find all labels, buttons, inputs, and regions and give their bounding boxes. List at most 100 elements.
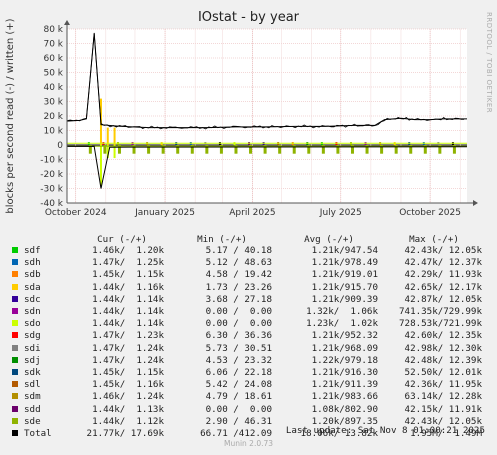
legend-max: 728.53k/721.99k	[399, 318, 482, 330]
legend-min: 0.00 / 0.00	[205, 306, 272, 318]
device-read-bar	[219, 145, 223, 154]
legend-min: 3.68 / 27.18	[205, 293, 272, 305]
munin-version: Munin 2.0.73	[223, 439, 274, 448]
legend-swatch	[12, 259, 18, 266]
y-tick-label: 80 k	[43, 25, 63, 35]
legend-cur: 1.46k/ 1.24k	[92, 391, 164, 403]
device-read-bar	[161, 145, 165, 154]
device-read-bar	[190, 145, 194, 154]
legend-label: sdh	[24, 257, 41, 269]
legend-cur: 1.47k/ 1.23k	[92, 330, 164, 342]
legend-row: sdi 1.47k/ 1.24k 5.73 / 30.51 1.21k/968.09 4…	[12, 343, 486, 355]
device-read-bar	[409, 145, 413, 154]
legend-label: sdm	[24, 391, 41, 403]
legend-avg: 1.08k/802.90	[311, 403, 378, 415]
x-tick-label: July 2025	[319, 208, 362, 218]
legend: Cur (-/+) Min (-/+) Avg (-/+) Max (-/+) …	[12, 233, 486, 440]
legend-row: sdh 1.47k/ 1.25k 5.12 / 48.63 1.21k/978.49 4…	[12, 257, 486, 269]
y-axis-arrow	[64, 20, 70, 25]
legend-max: 42.47k/ 12.37k	[404, 257, 482, 269]
x-tick-label: October 2024	[45, 208, 107, 218]
legend-max: 42.43k/ 12.05k	[404, 245, 482, 256]
legend-swatch	[12, 356, 18, 363]
device-read-bar	[88, 145, 92, 154]
legend-cur: 1.46k/ 1.20k	[92, 245, 164, 256]
legend-avg: 1.21k/952.32	[311, 330, 378, 342]
legend-cur: 1.44k/ 1.14k	[92, 306, 164, 318]
legend-label: sdg	[24, 330, 41, 342]
legend-cur: 1.44k/ 1.14k	[92, 293, 164, 305]
legend-avg: 1.21k/947.54	[311, 245, 378, 256]
legend-swatch	[12, 283, 18, 290]
legend-header: Cur (-/+) Min (-/+) Avg (-/+) Max (-/+)	[12, 233, 486, 245]
legend-avg: 1.21k/911.39	[311, 379, 378, 391]
x-axis-arrow	[473, 200, 478, 206]
legend-row: sdf 1.46k/ 1.20k 5.17 / 40.18 1.21k/947.54 4…	[12, 245, 486, 257]
legend-label: sdc	[24, 293, 41, 305]
device-read-bar	[423, 145, 427, 154]
legend-name: sdc	[12, 294, 76, 306]
legend-max: 1.95M/ 1.49M	[410, 428, 482, 440]
rrdtool-credit: RRDTOOL / TOBI OETIKER	[485, 12, 493, 114]
legend-name: sdg	[12, 330, 76, 342]
legend-cur: 1.45k/ 1.15k	[92, 269, 164, 281]
legend-swatch	[12, 247, 18, 253]
legend-max: 42.60k/ 12.35k	[404, 330, 482, 342]
legend-row: sdd 1.44k/ 1.13k 0.00 / 0.00 1.08k/802.90 42…	[12, 404, 486, 416]
legend-name: sdo	[12, 318, 76, 330]
legend-row: sdb 1.45k/ 1.15k 4.58 / 19.42 1.21k/919.01 4…	[12, 269, 486, 281]
header-cur: Cur (-/+)	[97, 233, 147, 245]
legend-label: sdo	[24, 318, 41, 330]
legend-row: sdg 1.47k/ 1.23k 6.30 / 36.36 1.21k/952.32 4…	[12, 330, 486, 342]
legend-name: Total	[12, 428, 76, 440]
legend-cur: 1.44k/ 1.12k	[92, 415, 164, 427]
legend-cur: 1.44k/ 1.14k	[92, 318, 164, 330]
legend-min: 5.42 / 24.08	[205, 379, 272, 391]
legend-label: sdd	[24, 403, 41, 415]
legend-label: sdf	[24, 245, 41, 256]
legend-max: 42.15k/ 11.91k	[404, 403, 482, 415]
legend-min: 4.58 / 19.42	[205, 269, 272, 281]
legend-name: sde	[12, 416, 76, 428]
legend-row: Total 21.77k/ 17.69k 66.71 /412.09 18.06k/ …	[12, 428, 486, 440]
legend-row: sdl 1.45k/ 1.16k 5.42 / 24.08 1.21k/911.39 4…	[12, 379, 486, 391]
legend-avg: 1.21k/968.09	[311, 342, 378, 354]
legend-label: Total	[24, 428, 52, 440]
legend-cur: 1.47k/ 1.24k	[92, 342, 164, 354]
legend-swatch	[12, 271, 18, 278]
legend-min: 5.73 / 30.51	[205, 342, 272, 354]
device-read-bar	[205, 145, 209, 154]
legend-row: sde 1.44k/ 1.12k 2.90 / 46.31 1.20k/897.35 4…	[12, 416, 486, 428]
legend-row: sdm 1.46k/ 1.24k 4.79 / 18.61 1.21k/983.66 6…	[12, 391, 486, 403]
device-read-bar	[336, 145, 340, 154]
y-tick-label: -20 k	[40, 170, 64, 180]
legend-row: sdj 1.47k/ 1.24k 4.53 / 23.32 1.22k/979.18 4…	[12, 355, 486, 367]
y-axis-label: blocks per second read (-) / written (+)	[5, 18, 16, 213]
legend-swatch	[12, 417, 18, 424]
chart-svg: 80 k 70 k 60 k 50 k 40 k 30 k 20 k 10 k 0 -10 k -2…	[5, 18, 478, 218]
device-read-bar	[132, 145, 136, 154]
y-tick-label: 60 k	[43, 54, 63, 64]
legend-min: 4.53 / 23.32	[205, 354, 272, 366]
device-read-bar	[438, 145, 442, 154]
legend-max: 42.43k/ 12.05k	[404, 415, 482, 427]
header-avg: Avg (-/+)	[304, 233, 354, 245]
device-read-bar	[307, 145, 311, 154]
y-tick-label: 40 k	[43, 83, 63, 93]
legend-swatch	[12, 344, 18, 351]
legend-min: 6.30 / 36.36	[205, 330, 272, 342]
header-max: Max (-/+)	[409, 233, 459, 245]
chart-title: IOstat - by year	[197, 10, 300, 25]
legend-row: sdk 1.45k/ 1.15k 6.06 / 22.18 1.21k/916.30 5…	[12, 367, 486, 379]
device-read-bar	[380, 145, 384, 154]
legend-label: sdn	[24, 306, 41, 318]
device-read-bar	[292, 145, 296, 154]
legend-min: 0.00 / 0.00	[205, 403, 272, 415]
y-tick-label: 20 k	[43, 112, 63, 122]
legend-swatch	[12, 332, 18, 339]
device-read-bar	[234, 145, 238, 154]
legend-label: sda	[24, 281, 41, 293]
legend-max: 42.87k/ 12.05k	[404, 293, 482, 305]
device-read-bar	[321, 145, 325, 154]
y-tick-label: 0	[57, 141, 63, 151]
